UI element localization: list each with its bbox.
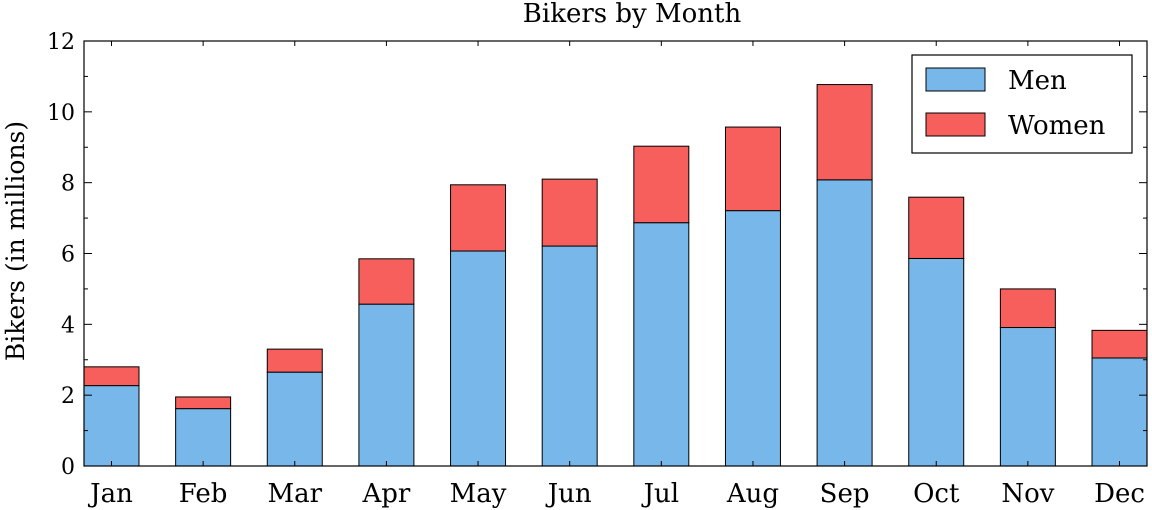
bar-men-dec	[1091, 357, 1148, 467]
y-tick-label-2: 2	[61, 384, 75, 409]
bar-women-may	[450, 184, 507, 252]
bar-women-feb	[175, 396, 232, 410]
bar-women-jul	[633, 145, 690, 224]
bar-women-apr	[358, 258, 415, 305]
bar-men-jun	[541, 245, 598, 467]
y-tick-label-8: 8	[61, 172, 75, 197]
x-tick-label-sep: Sep	[820, 479, 870, 509]
x-tick-label-apr: Apr	[361, 479, 410, 509]
bar-men-nov	[999, 327, 1056, 467]
bar-men-oct	[908, 257, 965, 467]
bar-women-mar	[266, 348, 323, 373]
legend-swatch-men	[925, 67, 986, 92]
y-tick-label-6: 6	[61, 243, 75, 268]
bar-women-aug	[724, 126, 781, 212]
y-tick-label-10: 10	[47, 101, 75, 126]
bar-women-nov	[999, 288, 1056, 329]
bars-layer	[83, 84, 1148, 467]
legend-label-women: Women	[1008, 111, 1106, 141]
x-tick-label-may: May	[450, 479, 507, 509]
legend-label-men: Men	[1008, 66, 1067, 96]
x-tick-label-nov: Nov	[1001, 479, 1054, 509]
bar-women-sep	[816, 84, 873, 181]
chart-title: Bikers by Month	[523, 0, 742, 29]
y-tick-label-4: 4	[61, 313, 75, 338]
plot-frame	[83, 40, 1148, 467]
bar-men-aug	[724, 210, 781, 467]
legend-swatch-women	[925, 112, 986, 137]
legend: Men Women	[911, 54, 1133, 154]
y-tick-label-12: 12	[47, 30, 75, 55]
bar-women-jan	[83, 366, 140, 387]
bar-men-sep	[816, 179, 873, 467]
y-tick-label-0: 0	[61, 455, 75, 480]
x-tick-label-aug: Aug	[726, 479, 779, 509]
x-tick-label-jan: Jan	[87, 479, 133, 509]
x-tick-label-oct: Oct	[913, 479, 960, 509]
bar-men-may	[450, 250, 507, 467]
x-tick-label-feb: Feb	[179, 479, 228, 509]
bar-women-dec	[1091, 329, 1148, 359]
x-tick-label-jul: Jul	[641, 479, 679, 509]
x-tick-label-jun: Jun	[545, 479, 592, 509]
bar-men-feb	[175, 408, 232, 467]
bar-men-jan	[83, 385, 140, 467]
axis-layer: Jan Feb Mar Apr May Jun Jul Aug Sep Oct Nov Dec 0 2 4 6…	[47, 30, 1147, 509]
x-tick-label-mar: Mar	[267, 479, 322, 509]
y-axis-label: Bikers (in millions)	[1, 121, 30, 361]
bar-men-apr	[358, 303, 415, 467]
bar-women-oct	[908, 196, 965, 259]
bar-men-mar	[266, 371, 323, 467]
bar-women-jun	[541, 178, 598, 247]
x-tick-label-dec: Dec	[1094, 479, 1145, 509]
bar-men-jul	[633, 222, 690, 467]
